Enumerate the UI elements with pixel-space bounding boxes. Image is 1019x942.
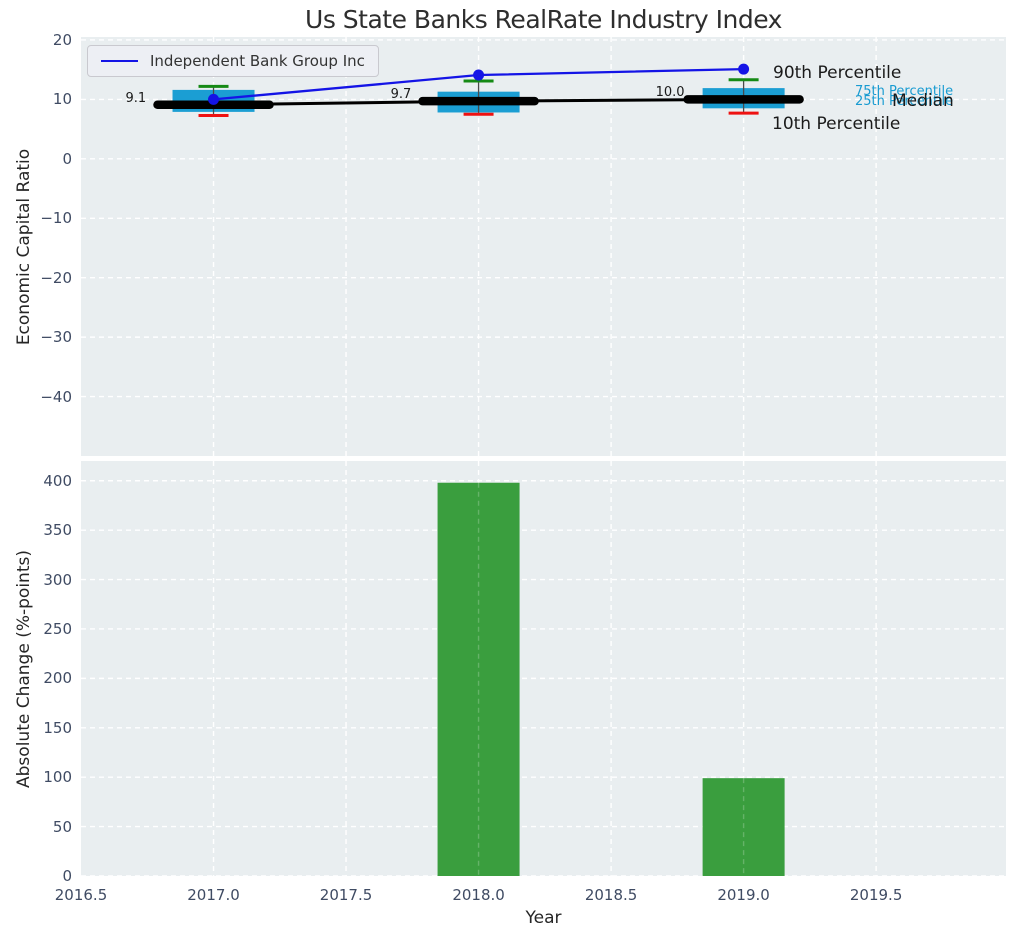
bar (437, 482, 520, 876)
bottom-axes (81, 461, 1006, 876)
y-tick-label: 50 (52, 817, 72, 836)
x-tick-label: 2019.0 (717, 886, 770, 904)
median-value-label: 10.0 (655, 85, 685, 101)
y-tick-label: 100 (43, 768, 72, 787)
y-tick-label: −40 (40, 387, 72, 406)
annotation-10th-percentile: 10th Percentile (772, 114, 901, 134)
y-tick-label: −20 (40, 268, 72, 287)
x-tick-label: 2016.5 (54, 886, 108, 904)
x-tick-label: 2017.5 (319, 886, 373, 904)
x-tick-label: 2018.0 (452, 886, 505, 904)
y-tick-label: 300 (43, 570, 72, 589)
x-tick-label: 2019.5 (849, 886, 903, 904)
legend-line-swatch (101, 60, 138, 62)
y-tick-label: 250 (43, 619, 72, 638)
y-tick-label: 0 (62, 867, 72, 885)
legend-label: Independent Bank Group Inc (150, 52, 365, 70)
chart-title: Us State Banks RealRate Industry Index (305, 5, 782, 34)
x-tick-label: 2018.5 (584, 886, 638, 904)
annotation-25th-percentile: 25th Percentile (855, 94, 954, 109)
top-axes (81, 37, 1006, 456)
annotation-90th-percentile: 90th Percentile (773, 63, 902, 83)
top-y-axis-label: Economic Capital Ratio (14, 148, 34, 346)
plot-canvas (81, 461, 1006, 876)
company-marker (738, 63, 750, 75)
company-marker (473, 69, 485, 81)
x-axis-label: Year (525, 908, 562, 928)
y-tick-label: −10 (40, 209, 72, 228)
y-tick-label: 200 (43, 669, 72, 688)
y-tick-label: 150 (43, 718, 72, 737)
bar (702, 778, 785, 876)
y-tick-label: 400 (43, 471, 72, 490)
annotation-median: Median (892, 91, 954, 111)
legend: Independent Bank Group Inc (87, 45, 379, 77)
y-tick-label: 350 (43, 521, 72, 540)
company-marker (208, 93, 220, 105)
y-tick-label: −30 (40, 328, 72, 347)
median-value-label: 9.7 (390, 87, 412, 103)
annotation-75th-percentile: 75th Percentile (855, 84, 954, 99)
y-tick-label: 10 (52, 90, 72, 109)
median-value-label: 9.1 (125, 90, 147, 106)
x-tick-label: 2017.0 (187, 886, 240, 904)
plot-canvas (81, 37, 1006, 456)
y-tick-label: 20 (52, 30, 72, 49)
y-tick-label: 0 (62, 149, 72, 168)
